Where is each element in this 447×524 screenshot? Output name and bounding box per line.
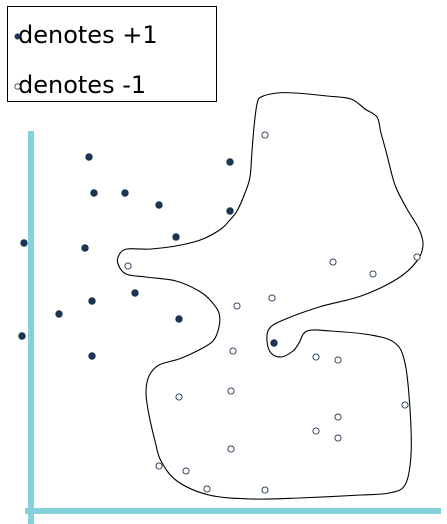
positive-point	[121, 189, 129, 197]
negative-point	[413, 253, 421, 261]
positive-point	[131, 289, 139, 297]
positive-point	[90, 189, 98, 197]
legend-entry-negative: denotes -1	[14, 71, 146, 99]
legend-label-negative: denotes -1	[18, 71, 147, 99]
negative-point	[334, 356, 342, 364]
positive-point	[81, 244, 89, 252]
negative-point	[261, 131, 269, 139]
negative-point	[312, 427, 320, 435]
negative-point	[334, 413, 342, 421]
negative-point	[369, 270, 377, 278]
positive-point	[88, 352, 96, 360]
positive-point	[175, 315, 183, 323]
negative-point	[261, 486, 269, 494]
legend-entry-positive: denotes +1	[14, 21, 158, 49]
negative-point	[401, 401, 409, 409]
positive-point	[226, 207, 234, 215]
legend-label-positive: denotes +1	[18, 21, 158, 49]
positive-point	[226, 158, 234, 166]
positive-point	[18, 332, 26, 340]
positive-point	[20, 239, 28, 247]
positive-point	[55, 310, 63, 318]
negative-point	[334, 434, 342, 442]
positive-point	[172, 233, 180, 241]
negative-point	[229, 347, 237, 355]
filled-dot-marker-icon	[14, 33, 21, 40]
negative-point	[155, 462, 163, 470]
positive-point	[85, 153, 93, 161]
decision-boundary	[116, 92, 424, 500]
negative-point	[203, 485, 211, 493]
positive-point	[270, 339, 278, 347]
negative-point	[227, 387, 235, 395]
legend: denotes +1 denotes -1	[7, 6, 217, 102]
negative-point	[233, 302, 241, 310]
negative-point	[175, 393, 183, 401]
hollow-dot-marker-icon	[14, 83, 21, 90]
negative-point	[329, 258, 337, 266]
negative-point	[312, 353, 320, 361]
negative-point	[268, 294, 276, 302]
negative-point	[124, 262, 132, 270]
negative-point	[227, 445, 235, 453]
negative-point	[182, 467, 190, 475]
positive-point	[88, 297, 96, 305]
positive-point	[155, 201, 163, 209]
